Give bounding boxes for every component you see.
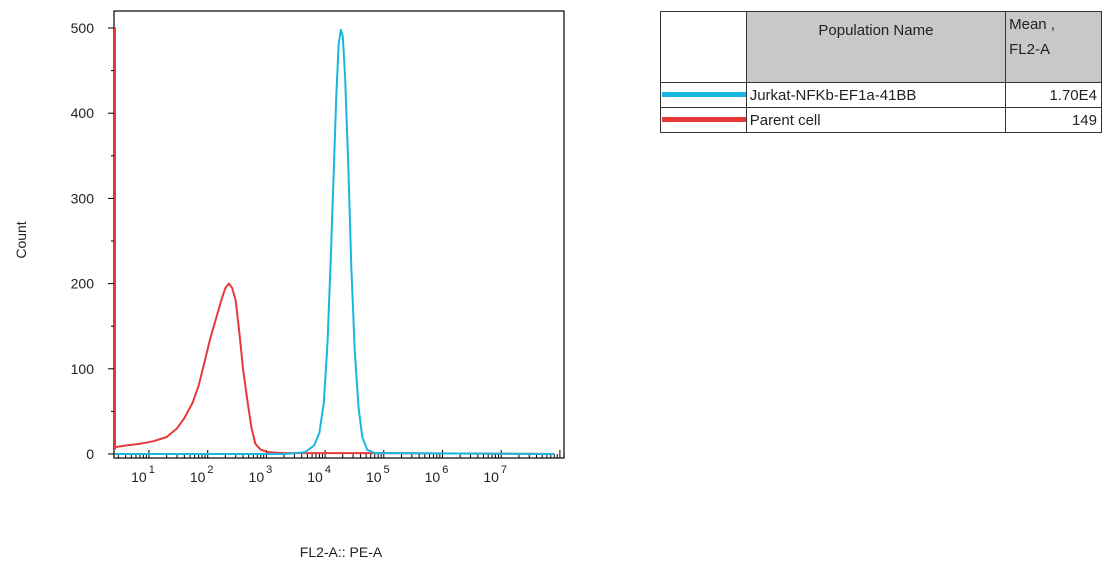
x-tick-base: 10 — [249, 469, 265, 485]
x-tick-exponent: 6 — [442, 464, 448, 476]
legend-swatch-jurkat — [662, 92, 746, 97]
x-tick-base: 10 — [366, 469, 382, 485]
legend-row: Parent cell 149 — [660, 107, 1102, 133]
x-tick-label: 10 7 — [483, 464, 507, 485]
legend-swatch-parent — [662, 117, 746, 122]
legend-row-mean: 149 — [1005, 107, 1102, 133]
y-tick-label: 100 — [71, 361, 95, 377]
legend-header-blank — [660, 11, 747, 83]
x-tick-base: 10 — [483, 469, 499, 485]
legend-swatch-cell — [660, 82, 747, 108]
x-tick-label: 10 5 — [366, 464, 390, 485]
x-tick-base: 10 — [190, 469, 206, 485]
x-tick-exponent: 3 — [266, 464, 272, 476]
x-tick-base: 10 — [425, 469, 441, 485]
x-tick-label: 10 6 — [425, 464, 449, 485]
x-tick-label: 10 1 — [131, 464, 155, 485]
series-line-parent-cell — [114, 27, 555, 455]
y-tick-label: 400 — [71, 105, 95, 121]
legend-header-population-name: Population Name — [745, 11, 1007, 83]
series-line-jurkat — [115, 28, 555, 455]
legend-row-mean: 1.70E4 — [1005, 82, 1102, 108]
y-tick-label: 200 — [71, 276, 95, 292]
legend-row: Jurkat-NFKb-EF1a-41BB 1.70E4 — [660, 82, 1102, 108]
x-tick-label: 10 2 — [190, 464, 214, 485]
x-tick-exponent: 1 — [149, 464, 155, 476]
plot-frame — [113, 10, 565, 459]
legend-row-name: Jurkat-NFKb-EF1a-41BB — [745, 82, 1007, 108]
x-axis-title: FL2-A:: PE-A — [300, 544, 383, 560]
series-layer — [114, 27, 555, 455]
x-tick-exponent: 7 — [501, 464, 507, 476]
x-tick-exponent: 5 — [384, 464, 390, 476]
y-axis: 0 100 200 300 400 500 — [71, 20, 114, 462]
population-legend-table: Population Name Mean , FL2-A Jurkat-NFKb-… — [660, 11, 1102, 133]
legend-header-mean: Mean , FL2-A — [1005, 11, 1102, 83]
x-axis: 10 1 10 2 10 3 10 4 10 5 10 6 10 7 — [117, 450, 561, 485]
x-tick-exponent: 2 — [207, 464, 213, 476]
x-tick-label: 10 3 — [249, 464, 273, 485]
y-axis-title: Count — [13, 221, 29, 258]
y-tick-label: 0 — [86, 446, 94, 462]
x-tick-exponent: 4 — [325, 464, 331, 476]
legend-swatch-cell — [660, 107, 747, 133]
x-tick-base: 10 — [131, 469, 147, 485]
x-tick-base: 10 — [307, 469, 323, 485]
x-tick-label: 10 4 — [307, 464, 331, 485]
legend-header-row: Population Name Mean , FL2-A — [660, 11, 1102, 83]
legend-row-name: Parent cell — [745, 107, 1007, 133]
y-tick-label: 300 — [71, 190, 95, 206]
y-tick-label: 500 — [71, 20, 95, 36]
